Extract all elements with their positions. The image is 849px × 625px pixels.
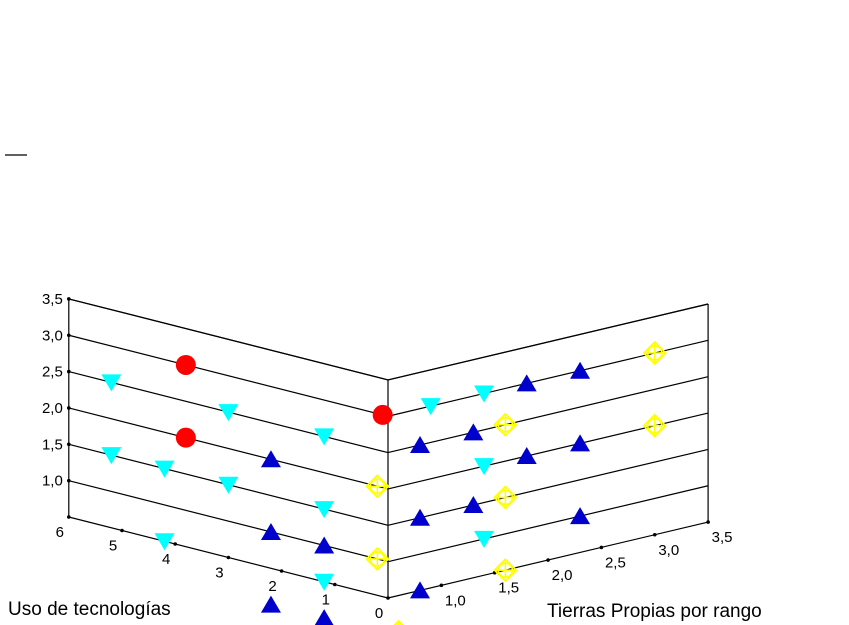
right-wall-gridline: [387, 448, 709, 526]
x-tick-mark: [173, 542, 177, 546]
triangle-up-point: [314, 609, 334, 625]
y-tick-label: 3,5: [712, 529, 733, 546]
diamond-plus-point: [493, 485, 518, 510]
y-tick-mark: [652, 532, 657, 537]
triangle-up-point: [570, 361, 591, 379]
triangle-up-point: [410, 508, 431, 526]
triangle-down-point: [474, 530, 495, 548]
y-tick-label: 2,5: [605, 554, 626, 571]
triangle-up-point: [570, 434, 591, 452]
z-tick-label: 1,5: [42, 436, 63, 453]
diamond-plus-point: [642, 340, 667, 366]
triangle-down-point: [314, 428, 335, 446]
z-tick-label: 1,0: [42, 473, 63, 490]
triangle-down-point: [474, 458, 495, 476]
y-tick-mark: [599, 545, 604, 550]
triangle-down-point: [101, 447, 122, 465]
triangle-up-point: [314, 536, 335, 554]
right-wall-gridline: [387, 376, 709, 454]
tick-layer: 1,0 1,5 2,0 2,5 3,0 3,5 0 1 2 3 4 5 6 1,0 1,5 2,0 2,5 3,0…: [42, 291, 733, 622]
triangle-down-point: [420, 398, 441, 416]
diamond-plus-point: [365, 546, 390, 572]
left-wall-gridline: [68, 407, 389, 490]
triangle-down-point: [101, 374, 122, 392]
x-tick-mark: [120, 528, 124, 533]
triangle-down-point: [218, 404, 239, 422]
diamond-plus-point: [365, 474, 390, 499]
circle-point: [175, 427, 196, 448]
triangle-up-point: [516, 374, 537, 392]
x-tick-mark: [333, 582, 337, 587]
left-wall-gridline: [68, 334, 389, 417]
y-axis-title: Tierras Propias por rango: [547, 601, 762, 622]
diamond-plus-point: [642, 413, 667, 438]
y-tick-label: 2,0: [552, 567, 573, 584]
triangle-up-point: [570, 507, 591, 525]
y-tick-label: 1,5: [498, 580, 519, 597]
z-tick-label: 3,0: [42, 327, 63, 344]
x-tick-mark: [279, 569, 284, 573]
z-tick-label: 2,0: [42, 400, 63, 417]
x-tick-label: 0: [375, 605, 383, 622]
z-tick-mark: [67, 297, 71, 301]
y-tick-mark: [706, 520, 710, 524]
left-wall-gridline: [68, 298, 389, 381]
x-tick-label: 5: [109, 538, 117, 555]
triangle-up-point: [260, 595, 281, 613]
triangle-down-point: [154, 533, 175, 551]
z-tick-mark: [67, 478, 71, 483]
z-tick-mark: [67, 442, 71, 447]
triangle-up-point: [463, 496, 484, 514]
z-tick-mark: [67, 406, 71, 410]
triangle-up-point: [463, 423, 484, 441]
marks-layer: [101, 340, 667, 625]
y-tick-label: 1,0: [445, 592, 466, 609]
right-wall-gridline: [387, 303, 709, 381]
x-tick-label: 3: [215, 565, 223, 582]
z-tick-mark: [67, 333, 71, 338]
y-tick-mark: [439, 583, 444, 588]
x-tick-label: 2: [268, 578, 276, 595]
z-tick-mark: [67, 369, 71, 374]
triangle-down-point: [154, 460, 175, 478]
diamond-plus-point: [393, 619, 404, 625]
triangle-up-point: [410, 436, 431, 454]
left-wall-gridline: [68, 480, 389, 563]
circle-point: [175, 354, 196, 375]
triangle-down-point: [218, 476, 239, 494]
triangle-down-point: [474, 385, 495, 403]
z-tick-label: 2,5: [42, 364, 63, 381]
x-tick-label: 4: [162, 551, 170, 568]
right-wall-gridline: [387, 412, 709, 490]
x-tick-mark: [226, 555, 231, 560]
right-wall-gridline: [387, 485, 709, 563]
z-tick-label: 3,5: [42, 291, 63, 308]
triangle-up-point: [260, 450, 281, 468]
y-tick-mark: [546, 558, 550, 562]
triangle-up-point: [260, 522, 281, 540]
x-tick-label: 1: [322, 592, 330, 609]
circle-point: [372, 404, 393, 425]
triangle-down-point: [314, 573, 335, 591]
x-tick-label: 6: [56, 524, 64, 541]
triangle-up-point: [410, 581, 431, 599]
x-axis-title: Uso de tecnologías: [8, 599, 171, 620]
diamond-plus-point: [493, 558, 518, 583]
y-tick-label: 3,0: [658, 542, 679, 559]
x-tick-mark: [67, 515, 71, 519]
triangle-down-point: [314, 501, 335, 519]
triangle-up-point: [516, 447, 537, 465]
diamond-plus-point: [493, 412, 518, 437]
x-tick-mark: [386, 596, 390, 600]
